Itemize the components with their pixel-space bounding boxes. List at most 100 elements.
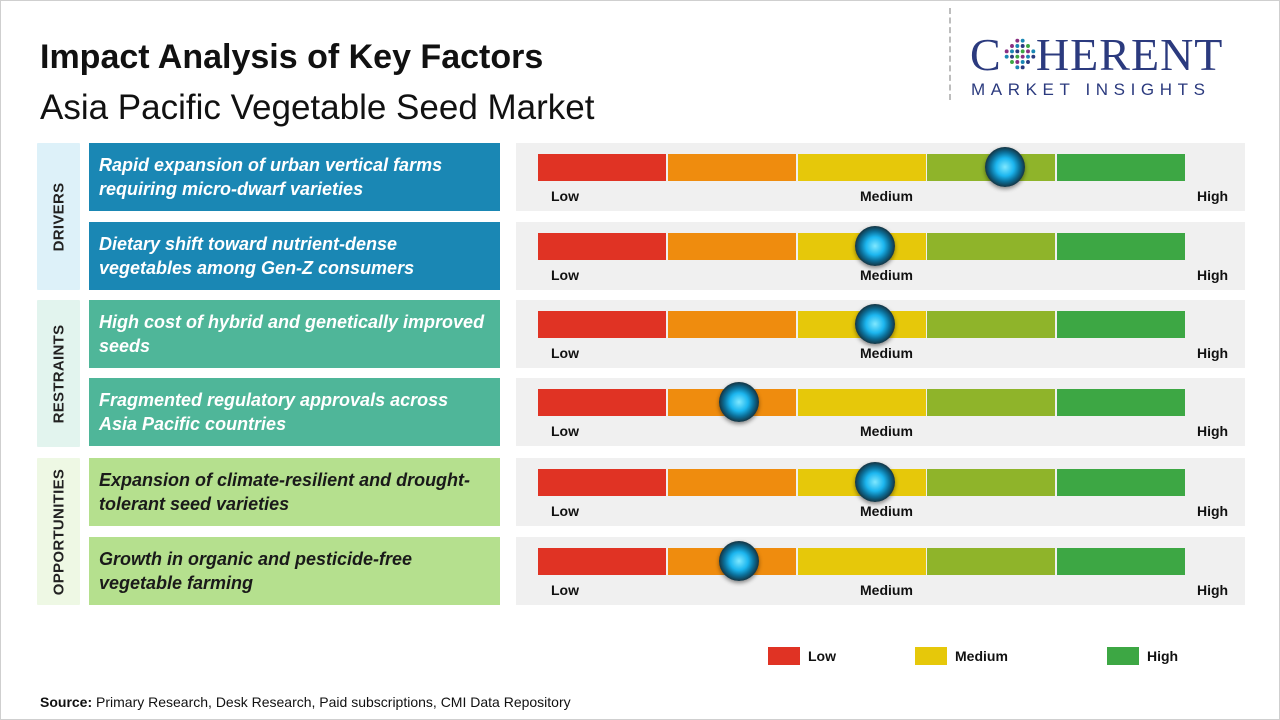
globe-dot: [1020, 38, 1025, 43]
source-note: Source: Primary Research, Desk Research,…: [40, 694, 571, 710]
scale-label-medium: Medium: [860, 503, 913, 519]
legend-swatch: [915, 647, 947, 665]
segment-high: [1057, 469, 1185, 496]
globe-dot: [1009, 44, 1014, 48]
scale-label-low: Low: [551, 188, 579, 204]
impact-marker: [718, 541, 759, 581]
globe-dot: [1031, 49, 1035, 54]
segment-high: [1057, 548, 1185, 575]
impact-meter: Low Medium High: [516, 537, 1245, 605]
segment-medium-high: [927, 469, 1055, 496]
globe-dot: [1015, 65, 1019, 70]
globe-dot: [1004, 54, 1009, 59]
factor-text: Expansion of climate-resilient and droug…: [89, 458, 500, 526]
logo-letter: R: [1099, 29, 1131, 80]
impact-marker: [854, 462, 895, 502]
logo-letter: E: [1070, 29, 1100, 80]
globe-dot: [1015, 54, 1019, 59]
segment-low: [538, 154, 666, 181]
segment-low: [538, 311, 666, 338]
scale-label-low: Low: [551, 503, 579, 519]
segment-low-medium: [668, 311, 796, 338]
factor-text: Fragmented regulatory approvals across A…: [89, 378, 500, 446]
globe-dot: [1025, 49, 1030, 54]
segment-low-medium: [668, 469, 796, 496]
scale-label-medium: Medium: [860, 188, 913, 204]
impact-marker: [854, 226, 895, 266]
segment-low-medium: [668, 154, 796, 181]
globe-dot: [1020, 65, 1025, 70]
source-label: Source:: [40, 694, 93, 710]
scale-label-high: High: [1197, 503, 1229, 519]
chart-subtitle: Asia Pacific Vegetable Seed Market: [40, 88, 595, 127]
segment-medium-high: [927, 311, 1055, 338]
scale-label-medium: Medium: [860, 345, 913, 361]
chart-title: Impact Analysis of Key Factors: [40, 38, 544, 76]
segment-low: [538, 469, 666, 496]
scale-label-low: Low: [551, 267, 579, 283]
segment-high: [1057, 311, 1185, 338]
impact-meter: Low Medium High: [516, 458, 1245, 526]
logo-letter: H: [1035, 29, 1071, 80]
group-label-restraints: RESTRAINTS: [37, 300, 80, 447]
globe-dot: [1015, 38, 1019, 43]
globe-dot: [1031, 54, 1035, 59]
legend-label: Medium: [955, 648, 1008, 664]
scale-label-low: Low: [551, 345, 579, 361]
factor-text: High cost of hybrid and genetically impr…: [89, 300, 500, 368]
scale-label-high: High: [1197, 188, 1229, 204]
scale-label-low: Low: [551, 423, 579, 439]
segment-medium: [798, 389, 926, 416]
globe-dot: [1015, 49, 1019, 54]
factor-text: Rapid expansion of urban vertical farms …: [89, 143, 500, 211]
logo-tagline: MARKET INSIGHTS: [971, 80, 1211, 99]
logo-letter: N: [1160, 29, 1195, 80]
scale-label-high: High: [1197, 345, 1229, 361]
globe-dot: [1025, 44, 1030, 48]
segment-medium-high: [927, 548, 1055, 575]
logo-letter: O: [1002, 32, 1036, 78]
impact-marker: [718, 382, 759, 422]
legend-swatch: [1107, 647, 1139, 665]
legend-label: High: [1147, 648, 1179, 664]
logo-letter: T: [1194, 29, 1224, 80]
logo-brand: COHERENT: [970, 29, 1223, 80]
segment-high: [1057, 389, 1185, 416]
logo-letter: C: [970, 29, 1002, 80]
globe-dot: [1020, 49, 1025, 54]
segment-medium-high: [927, 233, 1055, 260]
coherent-logo: COHERENT MARKET INSIGHTS: [970, 32, 1262, 102]
globe-dot: [1009, 49, 1014, 54]
scale-label-medium: Medium: [860, 267, 913, 283]
segment-low-medium: [668, 233, 796, 260]
segment-high: [1057, 233, 1185, 260]
globe-dot: [1004, 49, 1009, 54]
globe-dot: [1015, 44, 1019, 48]
group-label-opportunities: OPPORTUNITIES: [37, 458, 80, 605]
globe-dot: [1009, 54, 1014, 59]
impact-meter: Low Medium High: [516, 143, 1245, 211]
legend-swatch: [768, 647, 800, 665]
group-label-text: OPPORTUNITIES: [50, 468, 67, 595]
scale-label-medium: Medium: [860, 582, 913, 598]
globe-icon: [1004, 38, 1035, 70]
scale-label-high: High: [1197, 423, 1229, 439]
segment-medium: [798, 548, 926, 575]
impact-marker: [854, 304, 895, 344]
group-label-text: RESTRAINTS: [50, 324, 67, 423]
impact-meter: Low Medium High: [516, 300, 1245, 368]
impact-marker: [984, 147, 1025, 187]
globe-dot: [1025, 60, 1030, 64]
segment-high: [1057, 154, 1185, 181]
factor-text: Dietary shift toward nutrient-dense vege…: [89, 222, 500, 290]
logo-letter: E: [1130, 29, 1161, 80]
segment-medium-high: [927, 389, 1055, 416]
scale-label-medium: Medium: [860, 423, 913, 439]
globe-dot: [1020, 60, 1025, 64]
legend-label: Low: [808, 648, 836, 664]
logo-wordmark: COHERENT: [970, 32, 1223, 78]
scale-label-high: High: [1197, 267, 1229, 283]
impact-meter: Low Medium High: [516, 378, 1245, 446]
source-text: Primary Research, Desk Research, Paid su…: [96, 694, 571, 710]
scale-label-high: High: [1197, 582, 1229, 598]
